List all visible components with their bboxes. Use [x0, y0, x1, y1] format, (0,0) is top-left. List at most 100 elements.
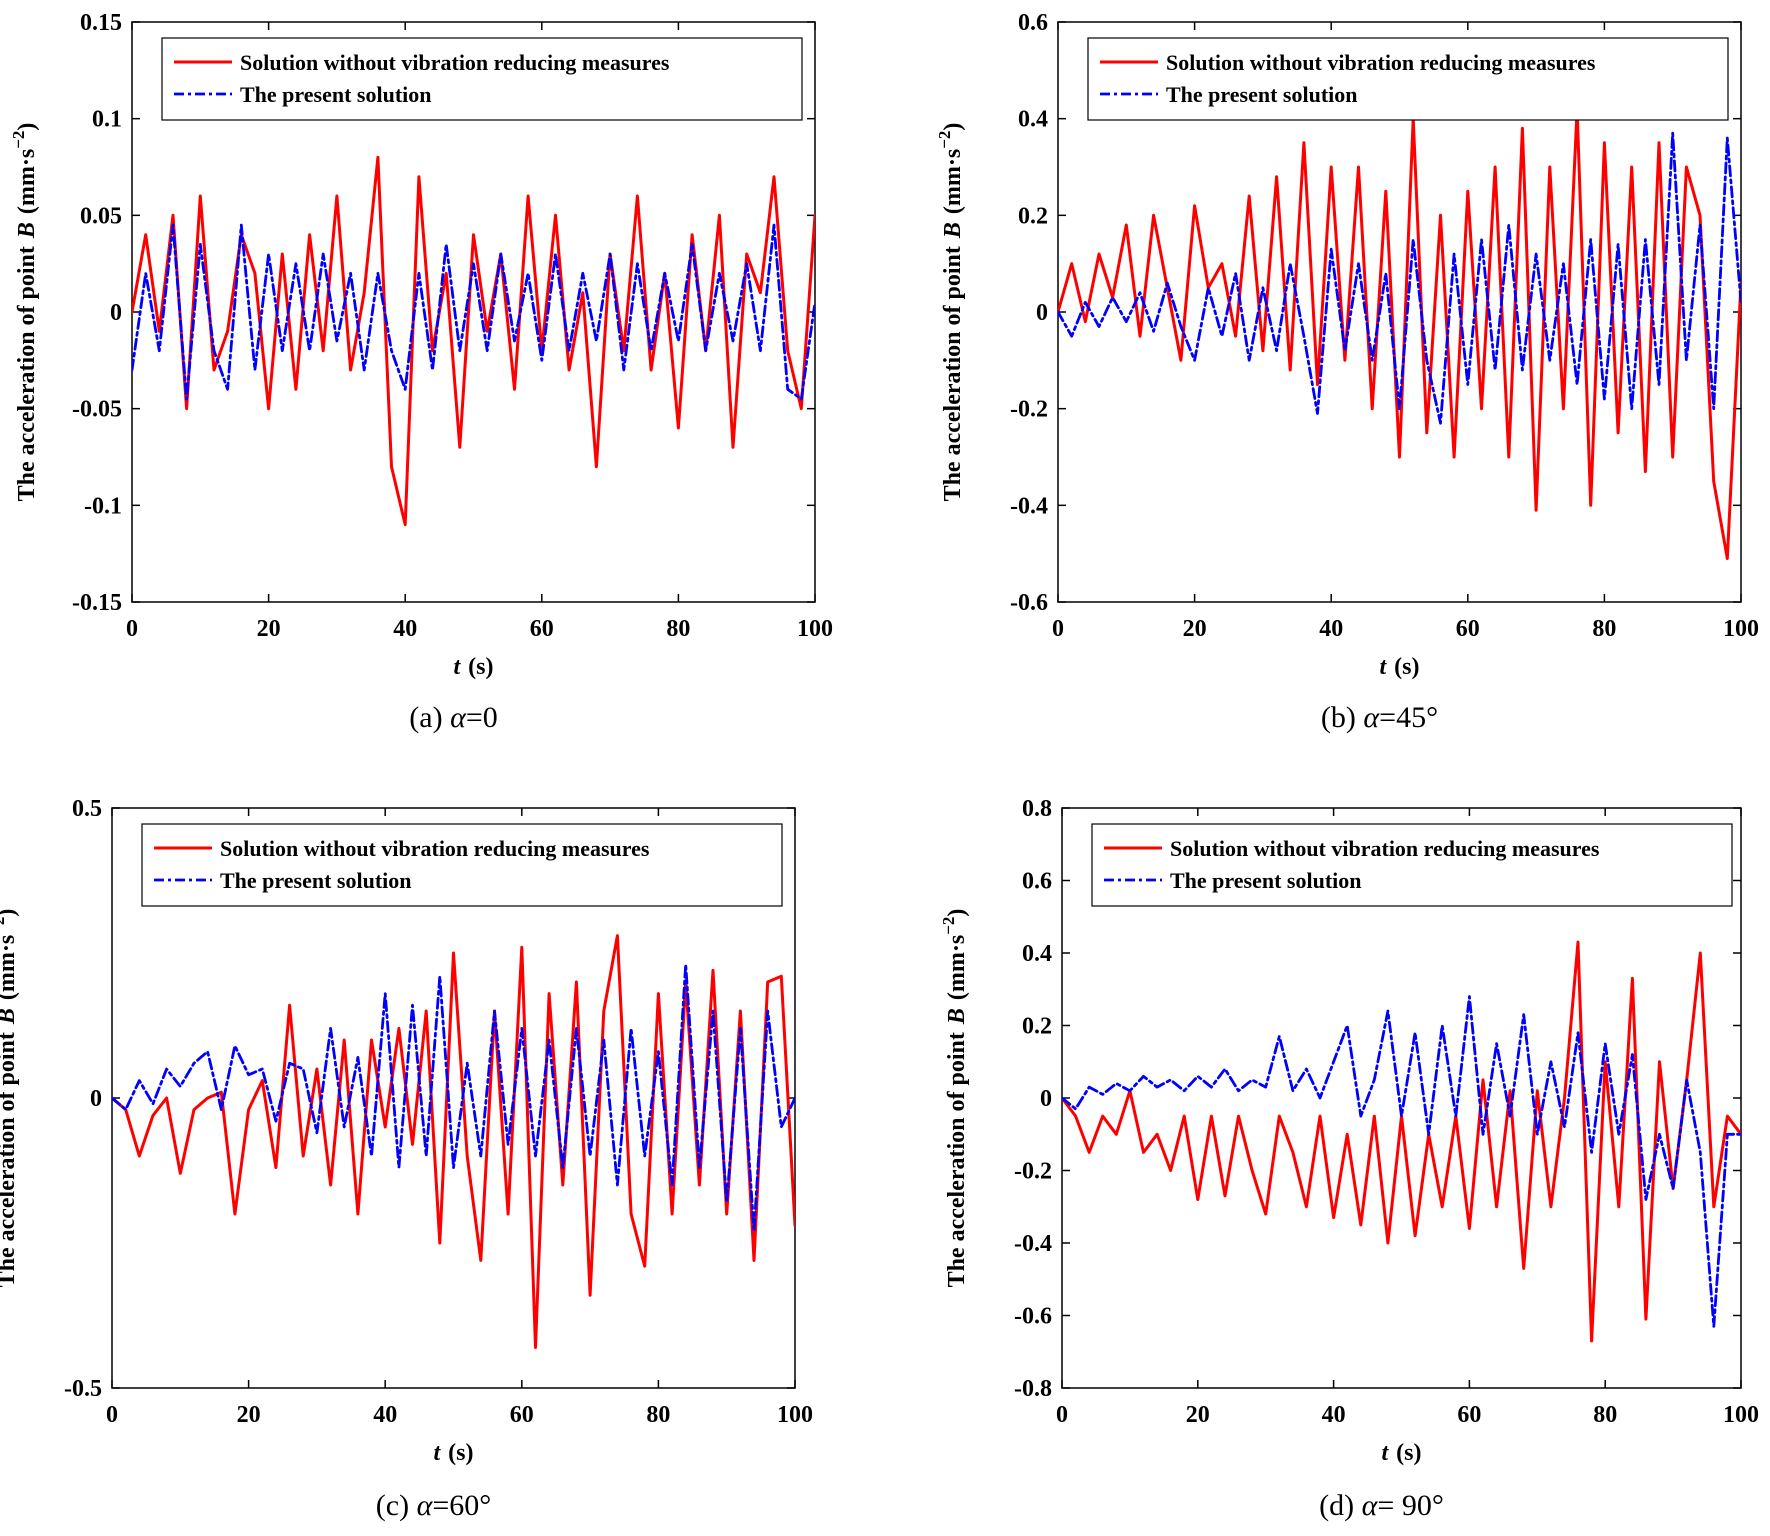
caption-prefix: (c)	[376, 1489, 417, 1522]
y-tick-label: 0.8	[1022, 796, 1052, 822]
y-tick-label: -0.8	[1014, 1376, 1052, 1402]
legend: Solution without vibration reducing meas…	[1087, 37, 1729, 121]
y-tick-label: 0	[90, 1086, 102, 1112]
y-axis-unit-exponent: −2	[9, 131, 28, 149]
legend: Solution without vibration reducing meas…	[141, 823, 783, 907]
caption-variable: α	[1363, 701, 1380, 734]
legend-label: The present solution	[240, 82, 432, 107]
x-tick-label: 20	[1183, 616, 1207, 642]
x-axis-title: t (s)	[434, 1440, 474, 1466]
y-axis-prefix: The acceleration of point	[14, 246, 40, 501]
y-axis-unit-exponent: −2	[935, 131, 954, 149]
x-tick-label: 100	[1723, 1402, 1759, 1428]
x-tick-label: 40	[393, 616, 417, 642]
y-tick-label: -0.4	[1010, 493, 1048, 519]
series-line-without-measures	[132, 155, 815, 527]
x-tick-label: 0	[106, 1402, 118, 1428]
x-axis-variable: t	[434, 1440, 442, 1466]
y-axis-unit-close: )	[0, 909, 20, 917]
legend-label: Solution without vibration reducing meas…	[220, 836, 650, 861]
y-axis-prefix: The acceleration of point	[944, 1032, 970, 1287]
legend-box	[1091, 823, 1733, 907]
legend-label: The present solution	[1170, 868, 1362, 893]
y-axis-title: The acceleration of point B (mm·s−2)	[9, 123, 40, 502]
legend-label: Solution without vibration reducing meas…	[1166, 50, 1596, 75]
x-axis-title: t (s)	[1380, 654, 1420, 680]
y-tick-label: 0.4	[1022, 941, 1052, 967]
y-tick-label: 0	[110, 300, 122, 326]
legend-label: Solution without vibration reducing meas…	[1170, 836, 1600, 861]
legend-label: The present solution	[1166, 82, 1358, 107]
caption-variable: α	[450, 701, 467, 734]
caption-value: =60°	[432, 1489, 491, 1522]
legend: Solution without vibration reducing meas…	[1091, 823, 1733, 907]
x-tick-label: 40	[1322, 1402, 1346, 1428]
y-tick-label: 0.1	[92, 107, 122, 133]
y-tick-label: -0.15	[72, 590, 122, 616]
legend-box	[161, 37, 803, 121]
x-tick-label: 100	[797, 616, 833, 642]
x-tick-label: 80	[1593, 1402, 1617, 1428]
y-tick-label: 0.5	[72, 796, 102, 822]
legend-label: Solution without vibration reducing meas…	[240, 50, 670, 75]
y-tick-label: -0.5	[64, 1376, 102, 1402]
x-axis-variable: t	[454, 654, 462, 680]
y-axis-point: B	[940, 222, 966, 239]
y-axis-unit-close: )	[14, 123, 40, 131]
x-tick-label: 0	[1056, 1402, 1068, 1428]
y-axis-unit-open: (mm·s	[14, 149, 40, 214]
y-tick-label: -0.6	[1010, 590, 1048, 616]
legend-box	[141, 823, 783, 907]
x-tick-label: 40	[373, 1402, 397, 1428]
y-axis-point: B	[14, 222, 40, 239]
y-axis-title: The acceleration of point B (mm·s−2)	[935, 123, 966, 502]
caption-prefix: (b)	[1321, 701, 1363, 734]
y-axis-point: B	[0, 1008, 20, 1025]
x-tick-label: 80	[1592, 616, 1616, 642]
caption-prefix: (d)	[1319, 1489, 1361, 1522]
panel-caption: (c) α=60°	[376, 1489, 491, 1522]
caption-variable: α	[1362, 1489, 1379, 1522]
x-tick-label: 80	[666, 616, 690, 642]
series-line-present-solution	[132, 223, 815, 401]
caption-variable: α	[417, 1489, 434, 1522]
panel-caption: (a) α=0	[409, 701, 497, 734]
x-axis-unit: (s)	[1394, 654, 1419, 680]
y-tick-label: -0.05	[72, 397, 122, 423]
series-line-without-measures	[1058, 107, 1741, 560]
x-tick-label: 60	[530, 616, 554, 642]
x-axis-variable: t	[1380, 654, 1388, 680]
x-tick-label: 40	[1319, 616, 1343, 642]
y-tick-label: -0.6	[1014, 1304, 1052, 1330]
y-tick-label: -0.2	[1014, 1159, 1052, 1185]
y-axis-unit-open: (mm·s	[940, 149, 966, 214]
y-tick-label: -0.2	[1010, 397, 1048, 423]
series-line-present-solution	[1062, 995, 1741, 1328]
x-tick-label: 0	[1052, 616, 1064, 642]
caption-value: =0	[466, 701, 498, 734]
y-axis-unit-close: )	[944, 909, 970, 917]
x-tick-label: 20	[257, 616, 281, 642]
y-axis-unit-exponent: −2	[0, 917, 8, 935]
y-axis-unit-exponent: −2	[939, 917, 958, 935]
x-tick-label: 100	[1723, 616, 1759, 642]
x-axis-unit: (s)	[1396, 1440, 1421, 1466]
x-axis-title: t (s)	[454, 654, 494, 680]
y-tick-label: 0	[1040, 1086, 1052, 1112]
chart-panel-2: 0 20 40 60 80 100 -0.6 -0.4 -0.2 0 0.2 0.4 0.6 Soluti…	[935, 10, 1759, 734]
caption-value: = 90°	[1377, 1489, 1443, 1522]
y-tick-label: 0.2	[1018, 203, 1048, 229]
panel-caption: (b) α=45°	[1321, 701, 1438, 734]
caption-prefix: (a)	[409, 701, 450, 734]
x-axis-variable: t	[1382, 1440, 1390, 1466]
x-tick-label: 60	[1457, 1402, 1481, 1428]
y-axis-point: B	[944, 1008, 970, 1025]
x-tick-label: 100	[777, 1402, 813, 1428]
y-tick-label: 0.6	[1018, 10, 1048, 36]
x-tick-label: 60	[1456, 616, 1480, 642]
x-tick-label: 80	[646, 1402, 670, 1428]
x-tick-label: 20	[1186, 1402, 1210, 1428]
x-tick-label: 20	[237, 1402, 261, 1428]
